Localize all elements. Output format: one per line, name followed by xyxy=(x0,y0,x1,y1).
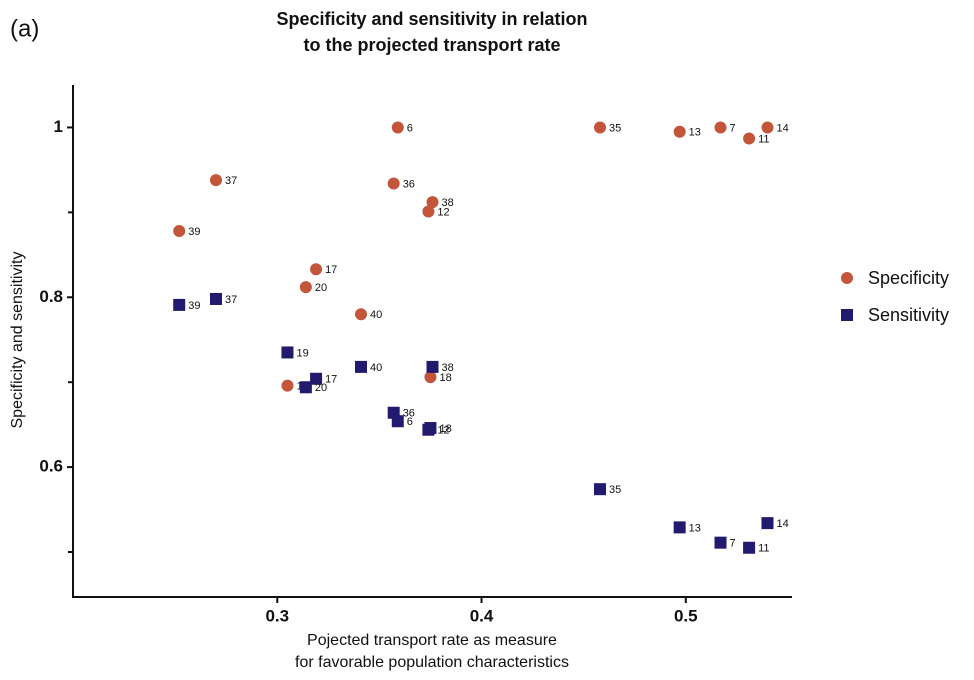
x-axis-label: for favorable population characteristics xyxy=(295,654,569,671)
sensitivity-point xyxy=(422,423,435,436)
point-label: 18 xyxy=(439,372,451,384)
specificity-point xyxy=(422,205,435,218)
point-label: 17 xyxy=(325,264,337,276)
chart-title: to the projected transport rate xyxy=(303,35,560,55)
point-label: 12 xyxy=(437,206,449,218)
point-label: 38 xyxy=(442,362,454,374)
point-label: 6 xyxy=(407,416,413,428)
point-label: 35 xyxy=(609,484,621,496)
legend-label: Specificity xyxy=(868,268,949,288)
specificity-point xyxy=(593,121,606,134)
sensitivity-point xyxy=(714,536,727,549)
specificity-point xyxy=(424,371,437,384)
point-label: 40 xyxy=(370,309,382,321)
sensitivity-point xyxy=(209,292,222,305)
specificity-point xyxy=(173,225,186,238)
y-axis-label: Specificity and sensitivity xyxy=(9,252,26,429)
point-label: 39 xyxy=(188,300,200,312)
point-label: 20 xyxy=(315,282,327,294)
point-label: 11 xyxy=(758,133,769,145)
sensitivity-point xyxy=(173,298,186,311)
specificity-point xyxy=(355,308,368,321)
legend-label: Sensitivity xyxy=(868,305,949,325)
specificity-point xyxy=(299,281,312,294)
specificity-point xyxy=(426,196,439,209)
specificity-point xyxy=(310,263,323,276)
specificity-point xyxy=(281,379,294,392)
point-label: 35 xyxy=(609,122,621,134)
sensitivity-point xyxy=(391,415,404,428)
specificity-point xyxy=(673,125,686,138)
point-label: 13 xyxy=(689,522,701,534)
specificity-point xyxy=(714,121,727,134)
y-tick-label: 0.8 xyxy=(39,287,63,306)
sensitivity-point xyxy=(761,517,774,530)
specificity-point xyxy=(761,121,774,134)
point-label: 14 xyxy=(776,122,788,134)
point-label: 20 xyxy=(315,382,327,394)
legend-marker xyxy=(841,272,853,284)
point-label: 12 xyxy=(437,425,449,437)
point-label: 40 xyxy=(370,362,382,374)
point-label: 17 xyxy=(325,374,337,386)
specificity-point xyxy=(387,177,400,190)
point-label: 36 xyxy=(403,178,415,190)
point-label: 38 xyxy=(442,197,454,209)
sensitivity-point xyxy=(743,541,756,554)
chart-title: Specificity and sensitivity in relation xyxy=(276,9,587,29)
y-tick-label: 0.6 xyxy=(39,457,63,476)
point-label: 18 xyxy=(439,423,451,435)
specificity-point xyxy=(743,132,756,145)
x-tick-label: 0.3 xyxy=(265,606,289,625)
sensitivity-point xyxy=(426,360,439,373)
specificity-point xyxy=(391,121,404,134)
point-label: 6 xyxy=(407,122,413,134)
specificity-point xyxy=(209,174,222,187)
x-axis-label: Pojected transport rate as measure xyxy=(307,632,557,649)
point-label: 36 xyxy=(403,408,415,420)
point-label: 19 xyxy=(296,347,308,359)
x-tick-label: 0.5 xyxy=(674,606,698,625)
point-label: 7 xyxy=(730,122,736,134)
sensitivity-point xyxy=(593,483,606,496)
sensitivity-point xyxy=(673,521,686,534)
point-label: 13 xyxy=(689,127,701,139)
point-label: 37 xyxy=(225,294,237,306)
sensitivity-point xyxy=(310,372,323,385)
sensitivity-point xyxy=(281,346,294,359)
y-tick-label: 1 xyxy=(54,117,63,136)
panel-label: (a) xyxy=(10,15,39,42)
point-label: 14 xyxy=(776,518,788,530)
x-tick-label: 0.4 xyxy=(470,606,494,625)
point-label: 39 xyxy=(188,226,200,238)
legend-marker xyxy=(841,309,853,321)
sensitivity-point xyxy=(355,360,368,373)
sensitivity-point xyxy=(299,381,312,394)
point-label: 11 xyxy=(758,543,769,555)
point-label: 7 xyxy=(730,538,736,550)
point-label: 37 xyxy=(225,175,237,187)
